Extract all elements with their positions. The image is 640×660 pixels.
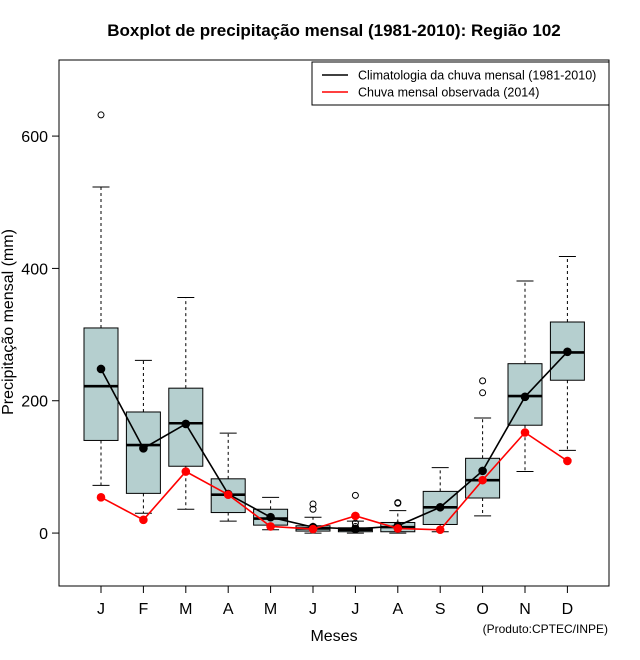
x-tick-label: A <box>223 601 234 618</box>
observed-point <box>181 467 191 476</box>
observed-point <box>266 522 275 531</box>
outlier-point <box>309 505 317 513</box>
x-tick-label: M <box>179 601 192 618</box>
climatology-point <box>139 444 148 453</box>
legend-box <box>311 61 610 106</box>
x-tick-label: N <box>519 601 531 618</box>
x-tick-label: O <box>476 601 488 618</box>
box-iqr <box>125 411 161 494</box>
x-tick-label: A <box>392 601 403 618</box>
series-lines <box>96 347 572 535</box>
x-tick-label: J <box>351 601 359 618</box>
observed-point <box>435 525 445 535</box>
outlier-point <box>479 389 487 397</box>
boxplot-1 <box>125 359 161 514</box>
boxplots <box>83 111 585 534</box>
climatology-point <box>96 364 106 374</box>
y-tick-label: 400 <box>21 261 48 278</box>
observed-point <box>308 524 318 534</box>
y-tick-label: 0 <box>39 526 48 543</box>
plot-frame <box>58 59 610 587</box>
outlier-point <box>394 499 402 507</box>
outlier-point <box>351 491 359 499</box>
x-tick-label: D <box>562 601 574 618</box>
observed-point <box>139 515 148 525</box>
observed-point <box>563 456 572 466</box>
x-tick-label: J <box>97 601 105 618</box>
observed-line <box>100 431 568 531</box>
outlier-point <box>479 377 487 385</box>
credit-text: (Produto:CPTEC/INPE) <box>483 622 608 636</box>
climatology-point <box>563 347 572 357</box>
climatology-point <box>181 419 191 429</box>
y-tick-label: 200 <box>21 394 48 411</box>
legend-label-observed: Chuva mensal observada (2014) <box>358 86 539 100</box>
chart-title: Boxplot de precipitação mensal (1981-201… <box>107 21 561 40</box>
boxplot-3 <box>210 432 246 522</box>
legend: Climatologia da chuva mensal (1981-2010)… <box>311 61 610 106</box>
y-axis-label: Precipitação mensal (mm) <box>0 229 17 415</box>
x-tick-label: F <box>139 601 149 618</box>
boxplot-11 <box>549 256 585 451</box>
box-iqr <box>83 327 119 441</box>
observed-point <box>96 493 106 502</box>
boxplot-10 <box>507 280 543 473</box>
axes: 0 200 400 600 J F M A M J J A S O N D <box>21 59 610 618</box>
observed-point <box>520 428 530 437</box>
boxplot-8 <box>422 467 458 533</box>
legend-label-climatology: Climatologia da chuva mensal (1981-2010) <box>358 69 596 83</box>
climatology-point <box>478 466 487 476</box>
climatology-line <box>100 351 568 530</box>
observed-point <box>393 524 403 533</box>
x-tick-label: S <box>435 601 446 618</box>
outlier-point <box>309 500 317 508</box>
outlier-point <box>97 111 105 119</box>
climatology-point <box>520 392 530 402</box>
x-tick-label: M <box>264 601 277 618</box>
climatology-point <box>351 524 360 534</box>
observed-point <box>351 511 360 521</box>
x-axis-label: Meses <box>310 628 357 645</box>
observed-point <box>478 475 487 485</box>
climatology-point <box>435 502 445 512</box>
climatology-point <box>266 512 275 522</box>
y-tick-label: 600 <box>21 129 48 146</box>
boxplot-0 <box>83 111 119 486</box>
x-tick-label: J <box>309 601 317 618</box>
observed-point <box>223 490 233 499</box>
